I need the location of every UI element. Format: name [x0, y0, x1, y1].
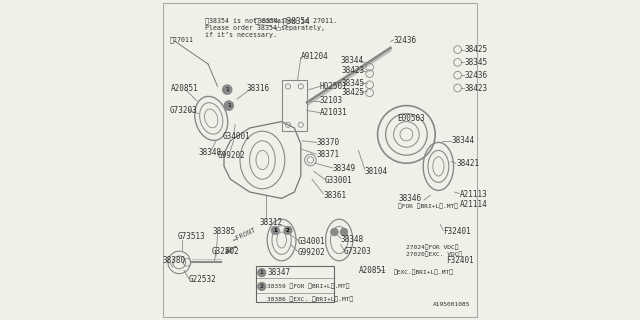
Text: 38104: 38104: [364, 167, 387, 176]
Circle shape: [330, 228, 338, 236]
Circle shape: [224, 101, 234, 110]
Text: 38312: 38312: [259, 218, 282, 227]
Text: 38345: 38345: [342, 79, 365, 88]
Text: 38349: 38349: [333, 164, 356, 172]
Bar: [276, 27, 280, 30]
Text: 38380: 38380: [163, 256, 186, 265]
Circle shape: [223, 85, 232, 94]
Text: 38346: 38346: [398, 194, 422, 203]
Text: 38386 〈EXC. 〈BRI+L〉.MT〉: 38386 〈EXC. 〈BRI+L〉.MT〉: [268, 296, 353, 302]
Text: 38344: 38344: [340, 56, 364, 65]
Text: 2: 2: [260, 284, 264, 289]
Text: 32103: 32103: [320, 96, 343, 105]
Circle shape: [257, 282, 266, 291]
Text: 〈EXC.〈BRI+L〉.MT〉: 〈EXC.〈BRI+L〉.MT〉: [394, 270, 454, 276]
Text: E00503: E00503: [397, 114, 424, 123]
Text: 32436: 32436: [394, 36, 417, 44]
Text: A20851: A20851: [172, 84, 199, 92]
Text: G32502: G32502: [211, 247, 239, 256]
Text: ‸27011: ‸27011: [170, 37, 193, 43]
Text: 38359 〈FOR 〈BRI+L〉.MT〉: 38359 〈FOR 〈BRI+L〉.MT〉: [268, 284, 349, 289]
Text: G22532: G22532: [189, 276, 216, 284]
Text: A195001085: A195001085: [433, 302, 470, 307]
Text: 1: 1: [227, 103, 231, 108]
Text: A21031: A21031: [320, 108, 348, 117]
Text: F32401: F32401: [444, 227, 471, 236]
Text: G34001: G34001: [223, 132, 250, 140]
Text: A20851: A20851: [358, 266, 386, 275]
Text: ‸38354 is not contained in 27011.
Please order 38354 separately,
if it’s necessa: ‸38354 is not contained in 27011. Please…: [205, 18, 337, 38]
Bar: [256, 266, 334, 302]
Circle shape: [284, 226, 292, 235]
Text: G33001: G33001: [325, 176, 353, 185]
Text: 38385: 38385: [212, 228, 236, 236]
Text: 38425: 38425: [342, 88, 365, 97]
Text: 38361: 38361: [323, 191, 346, 200]
Text: 38348: 38348: [340, 236, 364, 244]
Text: G99202: G99202: [218, 151, 245, 160]
Text: A21113: A21113: [460, 190, 487, 199]
Text: G34001: G34001: [298, 237, 325, 246]
Text: 38348: 38348: [198, 148, 221, 156]
Text: G73513: G73513: [178, 232, 205, 241]
Text: 1: 1: [273, 228, 277, 233]
Circle shape: [257, 268, 266, 277]
Bar: [282, 80, 307, 131]
Text: A21114: A21114: [460, 200, 487, 209]
Text: 38423: 38423: [342, 66, 365, 75]
Text: A91204: A91204: [301, 52, 328, 60]
Text: 38316: 38316: [246, 84, 269, 92]
Text: F32401: F32401: [447, 256, 474, 265]
Text: 27020〈EXC. VDC〉: 27020〈EXC. VDC〉: [406, 252, 463, 257]
Text: 〈FOR 〈BRI+L〉.MT〉: 〈FOR 〈BRI+L〉.MT〉: [398, 204, 458, 209]
Text: G73203: G73203: [170, 106, 197, 115]
Text: ‸38354: ‸38354: [254, 18, 278, 24]
Text: 38347: 38347: [268, 268, 291, 277]
Text: ‸38354: ‸38354: [282, 16, 310, 25]
Text: 27024〈FOR VDC〉: 27024〈FOR VDC〉: [406, 244, 459, 250]
Text: 38425: 38425: [465, 45, 488, 54]
Text: 38370: 38370: [317, 138, 340, 147]
Text: 38345: 38345: [465, 58, 488, 67]
Text: H02501: H02501: [320, 82, 348, 91]
Text: 38344: 38344: [451, 136, 474, 145]
Text: ←FRONT: ←FRONT: [232, 226, 258, 243]
Circle shape: [271, 226, 280, 235]
Text: 2: 2: [286, 228, 290, 233]
Text: 38423: 38423: [465, 84, 488, 92]
Text: 32436: 32436: [465, 71, 488, 80]
Text: G99202: G99202: [298, 248, 325, 257]
Circle shape: [340, 228, 348, 236]
Text: 1: 1: [260, 270, 264, 275]
Text: 38421: 38421: [456, 159, 479, 168]
Text: G73203: G73203: [344, 247, 372, 256]
Text: 1: 1: [225, 87, 229, 92]
Text: 38371: 38371: [316, 150, 339, 159]
